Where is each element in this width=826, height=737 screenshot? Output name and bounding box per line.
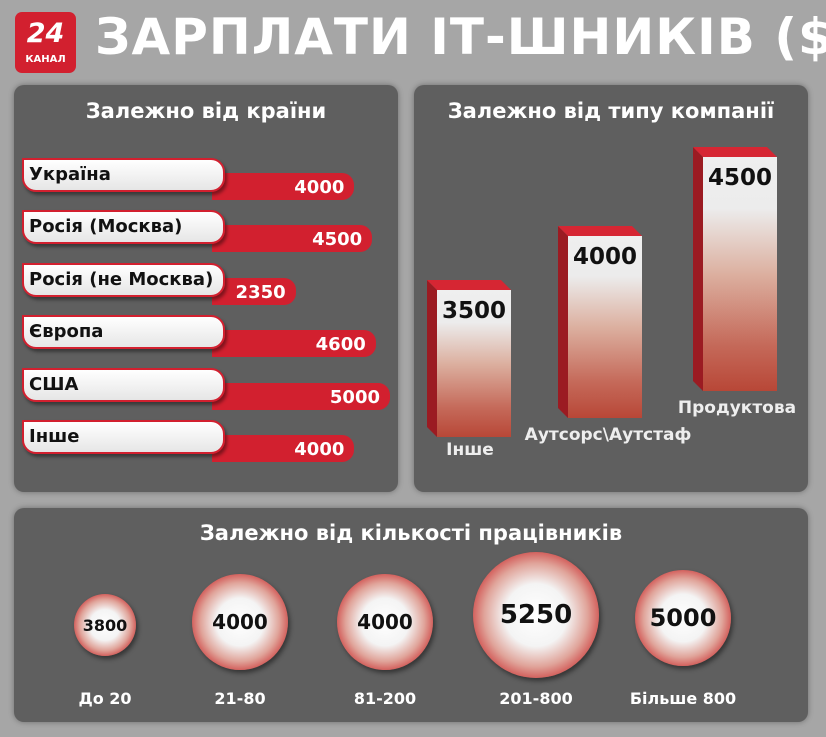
company-label: Аутсорс\Аутстаф [524,425,692,445]
country-label: США [22,367,225,402]
company-value: 3500 [441,298,506,324]
employees-bubble: 4000 [337,574,433,670]
bar-side [693,147,703,391]
employees-bubble: 5250 [473,552,599,678]
employees-bubble: 3800 [74,594,136,656]
country-bar: 4000 [212,435,355,462]
employees-bubble: 4000 [192,574,288,670]
logo-number: 24 [26,18,65,49]
bar-top [427,280,511,290]
company-value: 4000 [572,244,637,270]
page-title: ЗАРПЛАТИ ІТ-ШНИКІВ ($) [95,8,826,66]
bar-side [427,280,437,437]
bar-front [703,157,777,391]
employees-label: 21-80 [214,689,266,708]
company-label: Інше [446,440,494,460]
country-bar: 4000 [212,173,355,200]
country-panel-title: Залежно від країни [85,99,327,123]
employees-panel-title: Залежно від кількості працівників [199,521,623,545]
bar-top [693,147,777,157]
employees-label: Більше 800 [629,689,737,708]
country-bar: 5000 [212,382,390,410]
kanal24-logo: 24 КАНАЛ [15,12,76,73]
country-label: Україна [22,158,225,192]
country-bar: 4600 [212,330,376,358]
employees-label: До 20 [78,689,132,708]
bar-side [558,226,568,418]
employees-label: 81-200 [353,689,417,708]
country-label: Росія (Москва) [22,210,225,245]
country-bar: 4500 [212,225,373,253]
logo-text: КАНАЛ [25,54,66,65]
bar-front [437,290,511,437]
company-label: Продуктова [677,398,797,418]
country-label: Росія (не Москва) [22,262,225,297]
employees-label: 201-800 [499,689,573,708]
company-value: 4500 [707,165,772,191]
country-bar: 2350 [212,277,296,305]
employees-bubble: 5000 [635,570,731,666]
company-panel-title: Залежно від типу компанії [447,99,775,123]
country-label: Інше [22,420,225,454]
bar-front [568,236,642,418]
bar-top [558,226,642,236]
country-label: Європа [22,315,225,350]
